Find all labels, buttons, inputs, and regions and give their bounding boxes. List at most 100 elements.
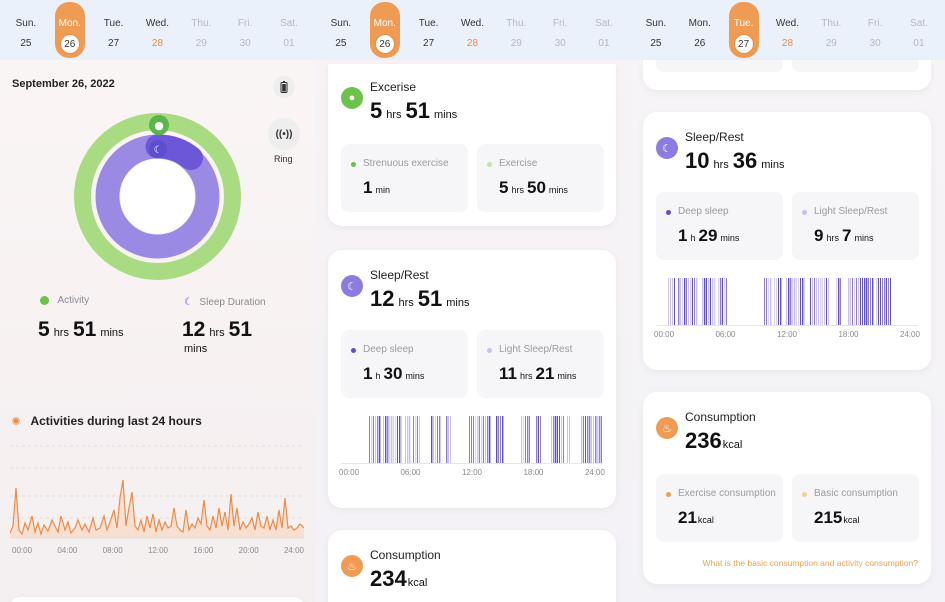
activity-line (10, 479, 304, 537)
sleep-stage-bar (471, 416, 472, 464)
sleep-stage-bar (720, 278, 722, 326)
activity-stat: Activity 5 hrs 51 mins (38, 295, 124, 341)
day-sun[interactable]: Sun. 25 (645, 18, 667, 49)
day-tue[interactable]: Tue. 27 (103, 18, 124, 49)
sleep-stage-bar (800, 278, 801, 326)
day-sun[interactable]: Sun. 25 (15, 18, 37, 49)
day-sat[interactable]: Sat. 01 (910, 18, 928, 49)
consumption-title: Consumption (685, 410, 756, 424)
sleep-stage-bar (553, 416, 555, 464)
sleep-stage-bar (684, 278, 686, 326)
sleep-stage-bar (377, 416, 379, 464)
sleep-stage-bar (802, 278, 804, 326)
day-fri[interactable]: Fri. 30 (552, 18, 568, 49)
sleep-card[interactable]: ☾ Sleep/Rest 10 hrs 36 mins Deep sleep 1 h 29… (643, 112, 931, 370)
sleep-stage-bar (481, 416, 483, 464)
sleep-stage-bar (724, 278, 726, 326)
sleep-stage-bar (812, 278, 813, 326)
sleep-stage-bar (860, 278, 861, 326)
battery-icon[interactable] (273, 76, 295, 98)
sleep-stage-bar (770, 278, 772, 326)
day-mon[interactable]: Mon. 26 (688, 18, 711, 49)
sleep-stage-bar (776, 278, 777, 326)
sleep-stage-bar (714, 278, 716, 326)
sleep-stage-bar (397, 416, 398, 464)
sleep-card[interactable]: ☾ Sleep/Rest 12 hrs 51 mins Deep sleep 1 h 30… (328, 250, 616, 508)
deep-sleep-box: Deep sleep 1 h 30 mins (341, 330, 468, 398)
sleep-stage-bar (527, 416, 529, 464)
week-selector: Sun. 25 Mon. 26 Tue. 27 Wed. 28 Thu. 29 Fri. 3… (315, 0, 630, 60)
day-mon-selected[interactable]: Mon. 26 (369, 2, 400, 58)
sleep-duration-stat: ☾ Sleep Duration 12 hrs 51 mins (182, 297, 266, 355)
sleep-x-axis: 00:00 06:00 12:00 18:00 24:00 (654, 330, 920, 339)
day-fri[interactable]: Fri. 30 (867, 18, 883, 49)
sleep-stage-bar (371, 416, 373, 464)
sleep-stage-bar (593, 416, 594, 464)
svg-text:●: ● (154, 119, 164, 132)
day-sat[interactable]: Sat. 01 (280, 18, 298, 49)
day-sat[interactable]: Sat. 01 (595, 18, 613, 49)
sleep-stage-bar (399, 416, 401, 464)
sleep-stage-bar (589, 416, 591, 464)
sleep-stage-bar (395, 416, 396, 464)
sleep-stage-bar (790, 278, 792, 326)
sleep-stage-bar (538, 416, 539, 464)
exercise-total: 5 hrs 51 mins (370, 98, 458, 123)
day-fri[interactable]: Fri. 30 (237, 18, 253, 49)
consumption-total: 236kcal (685, 428, 743, 453)
sleep-stage-bar (868, 278, 869, 326)
day-mon-selected[interactable]: Mon. 26 (54, 2, 85, 58)
consumption-card[interactable]: ♨ Consumption 234kcal (328, 530, 616, 602)
activity-area (10, 480, 304, 538)
flame-icon: ♨ (341, 555, 363, 577)
deep-sleep-box: Deep sleep 1 h 29 mins (656, 192, 783, 260)
light-sleep-box: Light Sleep/Rest 9 hrs 7 mins (792, 192, 919, 260)
sleep-ring-marker (149, 140, 167, 158)
sleep-stage-bar (872, 278, 874, 326)
page-date: September 26, 2022 (12, 78, 115, 90)
sleep-stage-bar (540, 416, 541, 464)
consumption-info-link[interactable]: What is the basic consumption and activi… (702, 558, 918, 568)
sleep-stage-bar (401, 416, 402, 464)
ring-signal-icon: ((•)) (275, 128, 293, 140)
exercise-box: Exercise 5 hrs 50 mins (477, 144, 604, 212)
ring-button[interactable]: ((•)) (268, 118, 300, 150)
day-wed[interactable]: Wed. 28 (775, 18, 800, 49)
day-thu[interactable]: Thu. 29 (506, 18, 527, 49)
flame-icon: ♨ (656, 417, 678, 439)
sleep-stage-bar (826, 278, 827, 326)
sleep-stage-bar (704, 278, 706, 326)
sleep-icon: ☾ (341, 275, 363, 297)
sleep-stage-bar (502, 416, 504, 464)
day-thu[interactable]: Thu. 29 (191, 18, 212, 49)
activity-ring-marker (149, 115, 169, 135)
sleep-stage-bar (702, 278, 704, 326)
sleep-stage-bar (886, 278, 887, 326)
sleep-stage-bar (521, 416, 522, 464)
day-wed[interactable]: Wed. 28 (145, 18, 170, 49)
day-wed[interactable]: Wed. 28 (460, 18, 485, 49)
sleep-stage-bar (477, 416, 479, 464)
day-thu[interactable]: Thu. 29 (821, 18, 842, 49)
sleep-stage-bar (389, 416, 391, 464)
sleep-title: Sleep/Rest (685, 130, 744, 144)
sleep-stage-bar (836, 278, 837, 326)
sleep-stage-bar (585, 416, 586, 464)
sleep-stage-bar (375, 416, 376, 464)
sleep-stage-bar (559, 416, 560, 464)
sleep-stage-bar (890, 278, 891, 326)
consumption-card[interactable]: ♨ Consumption 236kcal Exercise consumpti… (643, 392, 931, 584)
exercise-card[interactable]: ● Excerise 5 hrs 51 mins Strenuous exercise… (328, 64, 616, 226)
sleep-stage-bar (680, 278, 681, 326)
sleep-stage-bar (498, 416, 499, 464)
day-sun[interactable]: Sun. 25 (330, 18, 352, 49)
sleep-stage-bar (450, 416, 451, 464)
sleep-stage-bar (672, 278, 673, 326)
activity-sleep-ring: ● ☾ (74, 113, 241, 280)
activities-x-axis: 00:00 04:00 08:00 12:00 16:00 20:00 24:0… (12, 546, 304, 555)
sleep-stage-bar (668, 278, 669, 326)
sleep-stage-bar (870, 278, 871, 326)
day-tue[interactable]: Tue. 27 (418, 18, 439, 49)
day-tue-selected[interactable]: Tue. 27 (728, 2, 759, 58)
details-panel-mon: Sun. 25 Mon. 26 Tue. 27 Wed. 28 Thu. 29 Fri. 3… (315, 0, 630, 602)
